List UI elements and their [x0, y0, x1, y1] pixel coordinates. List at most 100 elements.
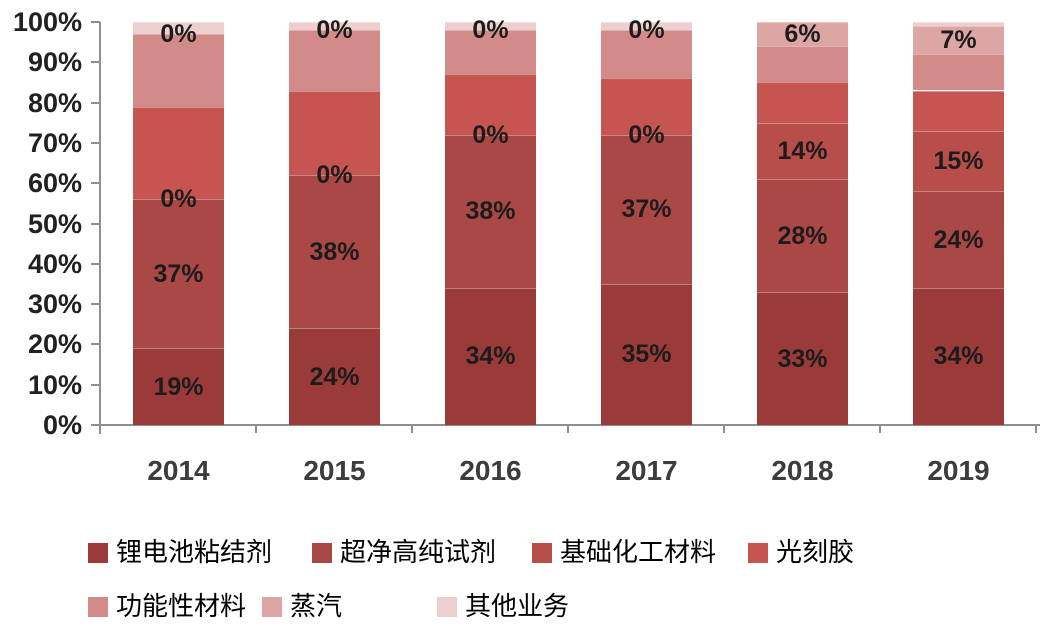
bar-segment — [445, 134, 536, 288]
bar-value-label: 0% — [316, 161, 353, 189]
bar-value-label: 0% — [472, 16, 509, 44]
legend-swatch — [312, 543, 332, 563]
y-axis-tick — [91, 102, 100, 104]
x-axis-tick — [411, 425, 413, 433]
bar-value-label: 14% — [777, 137, 828, 165]
legend-label: 其他业务 — [465, 592, 570, 621]
y-axis-label: 70% — [27, 128, 82, 158]
bar-segment — [757, 179, 848, 292]
x-axis-category-label: 2019 — [927, 455, 990, 486]
bar-value-label: 38% — [465, 197, 516, 225]
bar-value-label: 0% — [160, 185, 197, 213]
bar-value-label: 6% — [784, 20, 821, 48]
bar-value-label: 24% — [309, 363, 360, 391]
bar-value-label: 0% — [316, 16, 353, 44]
legend-item: 功能性材料 — [88, 592, 246, 622]
bar-value-label: 0% — [472, 121, 509, 149]
x-axis-category-label: 2018 — [771, 455, 834, 486]
bar-value-label: 33% — [777, 345, 828, 373]
bar-segment — [757, 22, 848, 47]
bar-segment — [289, 22, 380, 31]
bar-segment — [913, 288, 1004, 425]
bar-segment — [757, 46, 848, 83]
x-axis-tick — [99, 425, 101, 433]
y-axis-tick — [91, 182, 100, 184]
bar-segment — [913, 54, 1004, 91]
x-axis-category-label: 2015 — [303, 455, 366, 486]
legend-item: 其他业务 — [437, 592, 569, 622]
bar-value-label: 35% — [621, 340, 672, 368]
bar-value-label: 34% — [465, 342, 516, 370]
bar-segment — [133, 106, 224, 200]
x-axis-tick — [1035, 425, 1037, 433]
bar-segment — [445, 74, 536, 135]
bar-segment — [601, 22, 692, 31]
y-axis-label: 50% — [27, 209, 82, 239]
bar-value-label: 24% — [933, 226, 984, 254]
legend-item: 蒸汽 — [262, 592, 342, 622]
y-axis-label: 20% — [27, 329, 82, 359]
legend-item: 基础化工材料 — [532, 538, 716, 568]
legend-swatch — [88, 543, 108, 563]
legend-swatch — [88, 597, 108, 617]
legend-label: 超净高纯试剂 — [340, 538, 497, 567]
y-axis-line — [99, 22, 101, 434]
bar-segment — [289, 30, 380, 91]
bar-value-label: 34% — [933, 342, 984, 370]
y-axis-tick — [91, 21, 100, 23]
x-axis-category-label: 2017 — [615, 455, 678, 486]
bar-value-label: 38% — [309, 238, 360, 266]
bar-segment — [601, 134, 692, 284]
x-axis-line — [98, 424, 1040, 426]
x-axis-tick — [255, 425, 257, 433]
legend-item: 锂电池粘结剂 — [88, 538, 272, 568]
y-axis-label: 30% — [27, 289, 82, 319]
bar-segment — [445, 30, 536, 75]
y-axis-tick — [91, 303, 100, 305]
y-axis-tick — [91, 142, 100, 144]
y-axis-label: 40% — [27, 249, 82, 279]
y-axis-label: 10% — [27, 370, 82, 400]
bar-segment — [445, 288, 536, 425]
y-axis-label: 100% — [12, 7, 82, 37]
legend-label: 锂电池粘结剂 — [116, 538, 273, 567]
bar-segment — [289, 328, 380, 425]
legend-item: 超净高纯试剂 — [312, 538, 496, 568]
bar-segment — [601, 30, 692, 79]
y-axis-label: 80% — [27, 88, 82, 118]
y-axis-tick — [91, 223, 100, 225]
bar-segment — [445, 22, 536, 31]
y-axis-tick — [91, 263, 100, 265]
bar-segment — [913, 26, 1004, 55]
x-axis-tick — [723, 425, 725, 433]
bar-segment — [757, 122, 848, 180]
bar-segment — [601, 283, 692, 425]
bar-value-label: 37% — [621, 195, 672, 223]
legend-label: 光刻胶 — [776, 538, 855, 567]
legend-item: 光刻胶 — [748, 538, 854, 568]
bar-value-label: 19% — [153, 373, 204, 401]
bar-value-label: 0% — [628, 16, 665, 44]
x-axis-category-label: 2016 — [459, 455, 522, 486]
x-axis-category-label: 2014 — [147, 455, 210, 486]
bar-segment — [289, 175, 380, 329]
y-axis-tick — [91, 384, 100, 386]
bar-segment — [913, 191, 1004, 288]
legend-swatch — [437, 597, 457, 617]
legend-swatch — [262, 597, 282, 617]
bar-value-label: 0% — [628, 121, 665, 149]
plot-area: 0% 10% 20% 30% 40% 50% 60% 70% 80% 90% 100% 19% 37% 0… — [12, 7, 1040, 486]
y-axis-tick — [91, 424, 100, 426]
bar-segment — [133, 348, 224, 425]
bar-segment — [133, 34, 224, 107]
bar-segment — [913, 22, 1004, 26]
bar-value-label: 28% — [777, 222, 828, 250]
x-axis-tick — [879, 425, 881, 433]
legend-label: 基础化工材料 — [560, 538, 717, 567]
bar-segment — [913, 130, 1004, 192]
bar-segment — [133, 199, 224, 349]
bar-segment — [601, 78, 692, 135]
bar-value-label: 37% — [153, 260, 204, 288]
bar-segment — [757, 82, 848, 123]
